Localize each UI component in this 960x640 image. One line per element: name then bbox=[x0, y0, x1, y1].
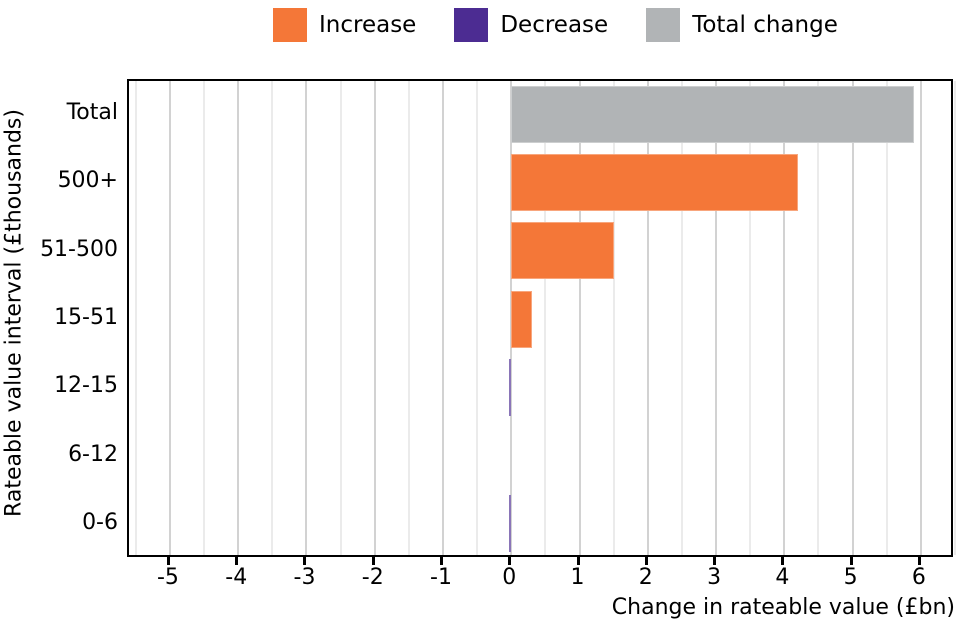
x-tick-label: -3 bbox=[293, 565, 316, 590]
x-tick-label: -1 bbox=[430, 565, 452, 590]
plot-area bbox=[127, 79, 956, 557]
x-tick-label: 3 bbox=[707, 565, 722, 590]
x-tick bbox=[371, 557, 375, 565]
legend-label: Total change bbox=[692, 11, 838, 38]
bar-12-15 bbox=[508, 358, 512, 416]
legend-label: Decrease bbox=[500, 11, 609, 38]
category-label-51-500: 51-500 bbox=[40, 236, 118, 262]
category-label-total: Total bbox=[66, 100, 118, 126]
gridline bbox=[476, 81, 479, 555]
x-tick bbox=[576, 557, 580, 565]
x-tick-label: 6 bbox=[911, 565, 926, 590]
legend-item-increase: Increase bbox=[273, 8, 416, 42]
x-axis-title: Change in rateable value (£bn) bbox=[611, 595, 955, 620]
gridline bbox=[134, 81, 137, 555]
x-tick bbox=[781, 557, 785, 565]
bar-0-6 bbox=[508, 495, 512, 553]
gridline bbox=[919, 81, 922, 555]
gridline bbox=[749, 81, 752, 555]
category-label-12-15: 12-15 bbox=[54, 373, 118, 399]
bar-51-500 bbox=[511, 222, 614, 280]
legend: Increase Decrease Total change bbox=[273, 8, 838, 42]
gridline bbox=[407, 81, 410, 555]
gridline bbox=[646, 81, 649, 555]
x-tick bbox=[917, 557, 921, 565]
x-tick-label: -5 bbox=[156, 565, 179, 590]
bar-total bbox=[511, 85, 915, 143]
gridline bbox=[954, 81, 956, 555]
legend-item-decrease: Decrease bbox=[454, 8, 608, 42]
gridline bbox=[578, 81, 581, 555]
x-tick bbox=[166, 557, 170, 565]
bar-500plus bbox=[511, 153, 798, 211]
category-label-6-12: 6-12 bbox=[68, 441, 118, 467]
gridline bbox=[237, 81, 240, 555]
gridline bbox=[851, 81, 854, 555]
legend-swatch-decrease bbox=[454, 8, 489, 42]
gridline bbox=[680, 81, 683, 555]
legend-swatch-increase bbox=[273, 8, 307, 42]
legend-swatch-total-change bbox=[646, 8, 681, 42]
gridline bbox=[544, 81, 547, 555]
x-tick bbox=[849, 557, 853, 565]
x-tick-label: -2 bbox=[361, 565, 384, 590]
y-axis-title: Rateable value interval (£thousands) bbox=[1, 109, 27, 517]
gridline bbox=[271, 81, 274, 555]
x-tick-label: -4 bbox=[225, 565, 248, 590]
category-label-15-51: 15-51 bbox=[54, 305, 118, 330]
category-label-500plus: 500+ bbox=[57, 168, 118, 194]
bar-15-51 bbox=[511, 290, 532, 348]
gridline bbox=[339, 81, 342, 555]
x-tick-label: 2 bbox=[638, 565, 653, 590]
x-tick-label: 5 bbox=[843, 565, 858, 590]
gridline bbox=[168, 81, 171, 555]
x-tick-label: 1 bbox=[570, 565, 585, 590]
gridline bbox=[373, 81, 376, 555]
gridline bbox=[305, 81, 308, 555]
gridline bbox=[715, 81, 718, 555]
legend-item-total-change: Total change bbox=[646, 8, 838, 42]
x-tick bbox=[644, 557, 648, 565]
x-tick bbox=[440, 557, 444, 565]
legend-label: Increase bbox=[319, 11, 417, 38]
x-tick bbox=[508, 557, 512, 565]
category-label-0-6: 0-6 bbox=[82, 509, 118, 535]
gridline bbox=[885, 81, 888, 555]
gridline bbox=[817, 81, 820, 555]
gridline bbox=[442, 81, 445, 555]
x-tick-label: 0 bbox=[502, 565, 517, 590]
x-tick-label: 4 bbox=[775, 565, 790, 590]
gridline bbox=[783, 81, 786, 555]
gridline bbox=[612, 81, 615, 555]
x-tick bbox=[235, 557, 239, 565]
x-tick bbox=[303, 557, 307, 565]
x-tick bbox=[713, 557, 717, 565]
gridline bbox=[203, 81, 206, 555]
